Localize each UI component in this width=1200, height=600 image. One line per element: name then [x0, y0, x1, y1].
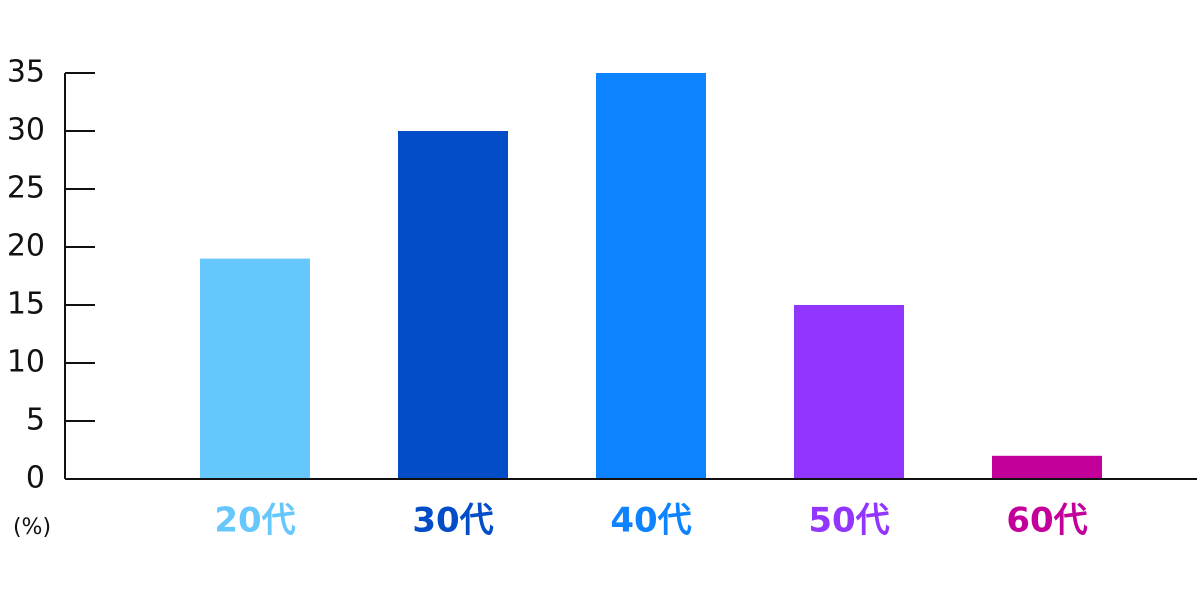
x-tick-label: 30代	[412, 501, 493, 541]
y-tick-label: 5	[26, 403, 45, 438]
y-tick-label: 15	[7, 287, 45, 322]
bar	[794, 305, 904, 479]
bar	[200, 258, 310, 479]
x-tick-label: 50代	[808, 501, 889, 541]
x-tick-label: 20代	[214, 501, 295, 541]
y-tick-label: 10	[7, 345, 45, 380]
x-tick-label: 40代	[610, 501, 691, 541]
bar	[596, 73, 706, 479]
y-tick-label: 0	[26, 461, 45, 496]
bar	[992, 455, 1102, 479]
bar	[398, 131, 508, 479]
x-tick-label: 60代	[1006, 501, 1087, 541]
y-tick-label: 30	[7, 113, 45, 148]
y-tick-label: 35	[7, 55, 45, 90]
y-tick-label: 25	[7, 171, 45, 206]
y-tick-label: 20	[7, 229, 45, 264]
y-axis-unit: (%)	[13, 515, 51, 540]
